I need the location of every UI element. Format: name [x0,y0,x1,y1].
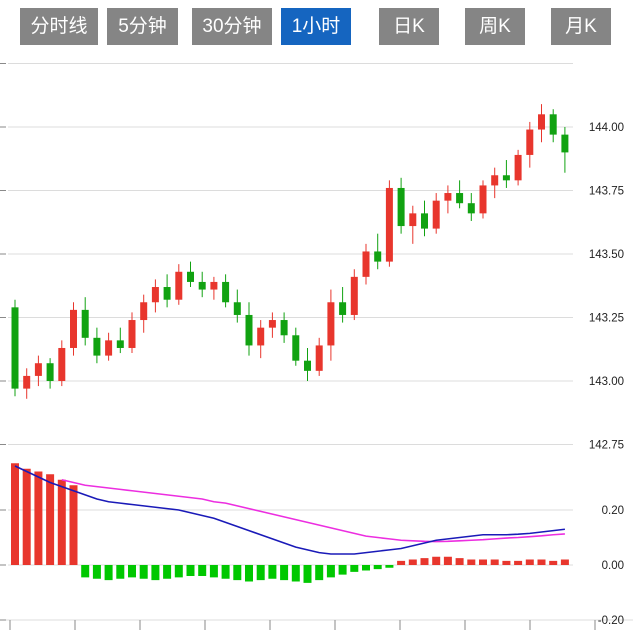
axis-label: 0.20 [602,505,624,517]
axis-label: 143.00 [589,376,624,388]
dea-line [61,478,565,543]
axis-label: 143.50 [589,249,624,261]
axis-label: 142.75 [589,440,624,452]
gridlines [0,63,633,621]
tab-daily-k[interactable]: 日K [379,8,439,45]
axis-label: 144.00 [589,122,624,134]
tab-weekly-k[interactable]: 周K [465,8,525,45]
dif-line [14,465,565,555]
tab-1hour[interactable]: 1小时 [281,8,351,45]
macd-histogram [11,463,569,583]
candlesticks [11,104,569,399]
axis-label: 143.25 [589,313,624,325]
tab-30min[interactable]: 30分钟 [192,8,272,45]
axis-ticks [0,63,596,630]
axis-labels: 144.00 143.75 143.50 143.25 143.00 142.75 0.20… [589,122,624,627]
axis-label: 0.00 [602,560,624,572]
tab-monthly-k[interactable]: 月K [551,8,611,45]
tab-timeline[interactable]: 分时线 [20,8,98,45]
tab-5min[interactable]: 5分钟 [107,8,178,45]
axis-label: 143.75 [589,186,624,198]
timeframe-tabs: 分时线 5分钟 30分钟 1小时 日K 周K 月K [10,8,611,45]
axis-label: -0.20 [598,615,624,627]
